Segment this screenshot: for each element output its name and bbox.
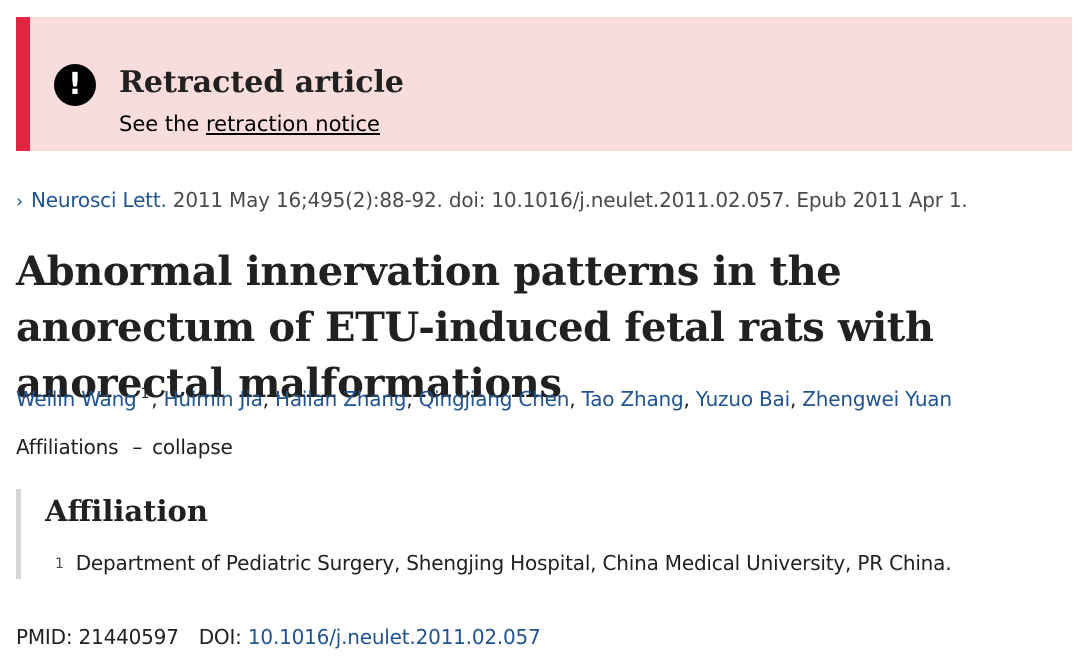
journal-link[interactable]: Neurosci Lett. [31,188,167,212]
author-link[interactable]: Hailan Zhang [274,387,407,411]
affiliations-label: Affiliations [16,435,119,459]
retraction-banner: ! Retracted article See the retraction n… [16,17,1072,151]
retraction-title: Retracted article [119,65,404,100]
citation: › Neurosci Lett. 2011 May 16;495(2):88-92… [16,186,968,216]
pmid-value: 21440597 [78,625,179,649]
author-link[interactable]: Weilin Wang [16,387,137,411]
affiliations-toggle[interactable]: Affiliations – collapse [16,433,233,461]
affiliation-section: Affiliation 1 Department of Pediatric Sur… [16,489,1016,579]
affiliation-ref[interactable]: 1 [140,386,150,402]
pmid-label: PMID: [16,625,73,649]
citation-details: 2011 May 16;495(2):88-92. doi: 10.1016/j… [166,188,968,212]
retraction-subtitle: See the retraction notice [119,110,380,138]
author-link[interactable]: Zhengwei Yuan [802,387,952,411]
affiliation-item: 1 Department of Pediatric Surgery, Shengj… [55,549,952,578]
minus-icon: – [132,435,143,459]
article-title: Abnormal innervation patterns in the ano… [16,248,934,407]
affiliation-number: 1 [55,556,64,572]
collapse-label[interactable]: collapse [152,435,233,459]
doi-link[interactable]: 10.1016/j.neulet.2011.02.057 [247,625,541,649]
author-link[interactable]: Tao Zhang [581,387,684,411]
author-link[interactable]: Huimin Jia [163,387,263,411]
retraction-notice-link[interactable]: retraction notice [205,112,380,136]
affiliation-text: Department of Pediatric Surgery, Shengji… [75,551,952,575]
exclamation-circle-icon: ! [54,64,96,106]
author-link[interactable]: Yuzuo Bai [695,387,790,411]
doi-label: DOI: [198,625,242,649]
author-list: Weilin Wang 1, Huimin Jia, Hailan Zhang, … [16,386,952,411]
identifiers: PMID: 21440597 DOI: 10.1016/j.neulet.2011… [16,623,541,651]
author-link[interactable]: Qingjiang Chen [418,387,570,411]
chevron-right-icon: › [16,191,23,212]
retraction-prefix: See the [119,112,206,136]
affiliation-heading: Affiliation [45,494,208,528]
